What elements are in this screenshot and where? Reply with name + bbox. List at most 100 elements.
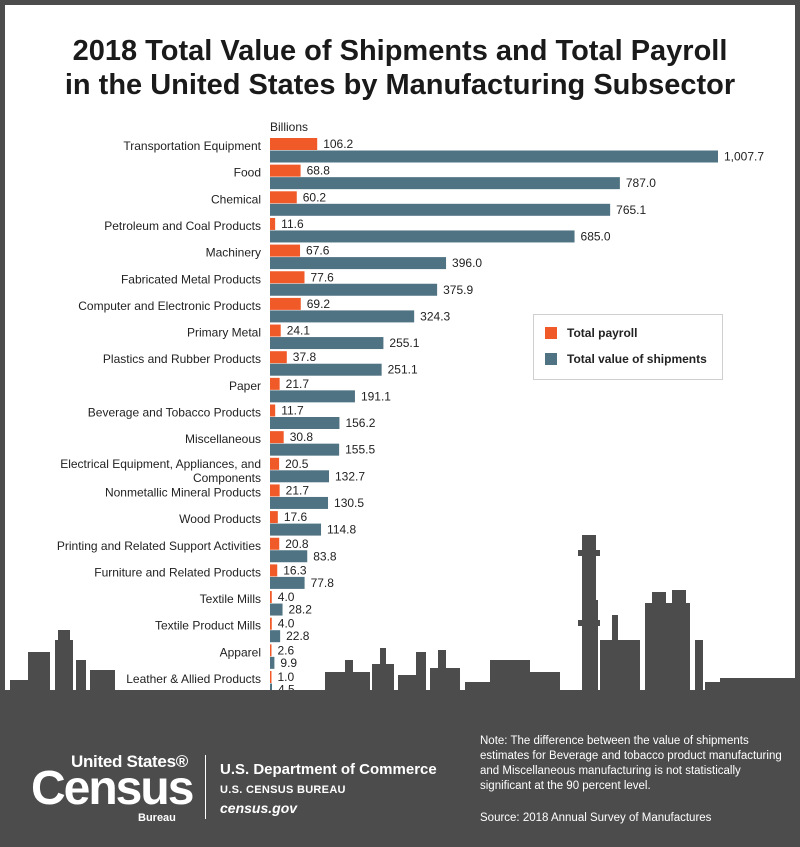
data-label-payroll: 11.7 <box>281 404 304 418</box>
category-label: Petroleum and Coal Products <box>104 219 261 233</box>
bar-total-payroll <box>270 377 280 390</box>
data-label-shipments: 191.1 <box>361 389 391 403</box>
data-label-payroll: 20.5 <box>285 457 309 471</box>
bar-total-shipments <box>270 150 718 163</box>
bar-total-shipments <box>270 656 275 669</box>
axis-unit-label: Billions <box>270 120 308 134</box>
category-label: Fabricated Metal Products <box>121 272 261 286</box>
data-label-payroll: 68.8 <box>307 164 331 178</box>
data-label-payroll: 20.8 <box>285 537 309 551</box>
category-label: Printing and Related Support Activities <box>57 539 261 553</box>
legend-item-payroll: Total payroll <box>545 326 637 340</box>
data-label-shipments: 156.2 <box>345 416 375 430</box>
data-label-shipments: 255.1 <box>389 336 419 350</box>
industrial-skyline-silhouette <box>0 535 800 705</box>
category-label: Textile Product Mills <box>155 619 261 633</box>
bar-total-shipments <box>270 337 384 350</box>
legend-swatch-payroll <box>545 327 557 339</box>
category-label: Primary Metal <box>187 326 261 340</box>
bar-total-payroll <box>270 484 280 497</box>
data-label-payroll: 24.1 <box>287 324 311 338</box>
bar-total-payroll <box>270 217 276 230</box>
logo-bureau: Bureau <box>138 812 176 824</box>
bar-total-payroll <box>270 297 301 310</box>
census-bureau-logo: United States® Census Bureau <box>28 752 198 824</box>
data-label-payroll: 21.7 <box>286 377 310 391</box>
bar-total-payroll <box>270 671 272 683</box>
data-label-shipments: 28.2 <box>289 603 313 617</box>
bar-total-shipments <box>270 683 273 696</box>
bar-total-payroll <box>270 591 272 604</box>
category-label: Leather & Allied Products <box>126 672 261 686</box>
bar-total-payroll <box>270 457 280 470</box>
bar-total-shipments <box>270 417 340 429</box>
bar-total-payroll <box>270 324 281 337</box>
bar-total-payroll <box>270 431 284 444</box>
data-label-shipments: 251.1 <box>388 363 418 377</box>
category-label: Beverage and Tobacco Products <box>88 406 261 420</box>
bar-total-shipments <box>270 230 575 243</box>
data-label-shipments: 9.9 <box>280 656 297 670</box>
bar-total-payroll <box>270 644 272 657</box>
category-label: Nonmetallic Mineral Products <box>105 485 261 499</box>
bureau-name: U.S. CENSUS BUREAU <box>220 784 346 796</box>
bar-total-payroll <box>270 138 318 150</box>
legend-label-shipments: Total value of shipments <box>567 352 707 366</box>
footer-divider <box>205 755 206 819</box>
category-label: Machinery <box>206 246 261 260</box>
data-label-payroll: 69.2 <box>307 297 331 311</box>
bar-total-shipments <box>270 257 447 270</box>
category-label: Transportation Equipment <box>123 139 261 153</box>
bar-total-shipments <box>270 443 340 456</box>
data-label-payroll: 21.7 <box>286 483 310 497</box>
legend-swatch-shipments <box>545 353 557 365</box>
bar-total-shipments <box>270 496 329 509</box>
category-label: Apparel <box>220 645 261 659</box>
data-label-payroll: 16.3 <box>283 563 307 577</box>
data-label-payroll: 1.0 <box>278 670 295 684</box>
data-label-shipments: 132.7 <box>335 469 365 483</box>
bar-total-payroll <box>270 511 278 524</box>
footer: United States® Census Bureau U.S. Depart… <box>0 705 800 847</box>
data-label-shipments: 1,007.7 <box>724 150 764 164</box>
chart-title: 2018 Total Value of Shipments and Total … <box>0 34 800 102</box>
data-label-shipments: 130.5 <box>334 496 364 510</box>
bar-total-shipments <box>270 363 382 376</box>
data-label-shipments: 22.8 <box>286 629 310 643</box>
chart-legend: Total payroll Total value of shipments <box>533 314 723 380</box>
bar-total-shipments <box>270 283 438 296</box>
logo-united-states: United States® <box>71 752 188 771</box>
data-label-shipments: 83.8 <box>313 549 337 563</box>
bar-total-payroll <box>270 271 305 284</box>
category-label: Furniture and Related Products <box>94 565 261 579</box>
data-label-payroll: 2.6 <box>278 643 295 657</box>
data-label-payroll: 30.8 <box>290 430 314 444</box>
bar-total-payroll <box>270 617 272 630</box>
data-label-shipments: 685.0 <box>581 229 611 243</box>
data-label-payroll: 77.6 <box>310 270 334 284</box>
bar-total-shipments <box>270 523 322 536</box>
bar-total-shipments <box>270 576 305 589</box>
data-label-shipments: 787.0 <box>626 176 656 190</box>
data-label-shipments: 324.3 <box>420 309 450 323</box>
title-line-2: in the United States by Manufacturing Su… <box>64 69 736 101</box>
category-label: Chemical <box>211 192 261 206</box>
logo-census: Census <box>31 762 194 815</box>
bar-total-shipments <box>270 310 415 323</box>
data-label-shipments: 114.8 <box>327 523 356 537</box>
department-block: U.S. Department of Commerce U.S. CENSUS … <box>220 761 437 816</box>
bars-group: Billions Transportation Equipment 106.2 1,0… <box>57 120 764 697</box>
bar-total-payroll <box>270 404 276 417</box>
bar-total-payroll <box>270 244 301 257</box>
website-link[interactable]: census.gov <box>220 800 298 816</box>
bar-total-payroll <box>270 191 297 204</box>
bar-total-shipments <box>270 390 355 403</box>
category-label: Computer and Electronic Products <box>78 299 261 313</box>
data-label-payroll: 11.6 <box>281 217 304 231</box>
footnote: Note: The difference between the value o… <box>480 735 782 792</box>
bar-chart: Billions Transportation Equipment 106.2 1,0… <box>0 120 800 705</box>
category-label: Components <box>193 471 261 485</box>
source-note: Source: 2018 Annual Survey of Manufactur… <box>480 812 712 824</box>
legend-item-shipments: Total value of shipments <box>545 352 707 366</box>
